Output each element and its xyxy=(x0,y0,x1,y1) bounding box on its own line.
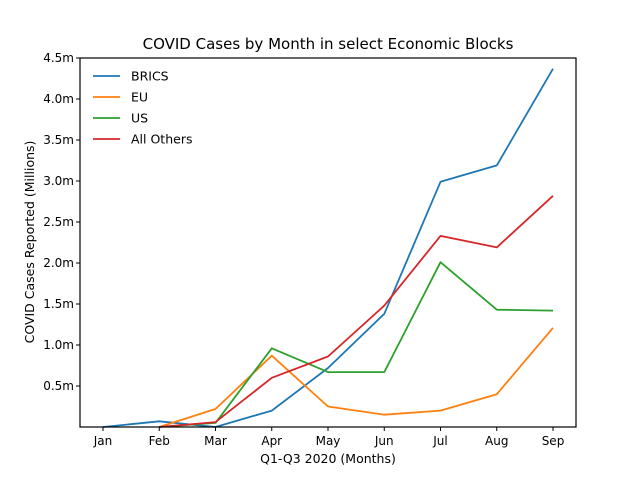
x-tick-label: Jan xyxy=(93,434,113,448)
x-tick-label: Jun xyxy=(374,434,394,448)
x-tick-label: Jul xyxy=(432,434,447,448)
y-tick-label: 3.0m xyxy=(43,174,74,188)
legend-label-us: US xyxy=(131,111,148,126)
legend: BRICS EU US All Others xyxy=(93,69,192,147)
y-tick-label: 1.0m xyxy=(43,338,74,352)
x-tick-label: Feb xyxy=(149,434,170,448)
series-line-brics xyxy=(102,68,554,428)
y-tick-label: 0.5m xyxy=(43,379,74,393)
legend-label-brics: BRICS xyxy=(131,69,169,84)
y-tick-label: 1.5m xyxy=(43,297,74,311)
y-tick-label: 4.5m xyxy=(43,51,74,65)
chart-title: COVID Cases by Month in select Economic … xyxy=(143,35,514,53)
plot-frame xyxy=(79,57,577,428)
y-tick-label: 2.0m xyxy=(43,256,74,270)
series-line-eu xyxy=(159,327,554,428)
x-tick-label: May xyxy=(316,434,341,448)
series-line-all-others xyxy=(159,195,554,428)
ticks-layer: Jan Feb Mar Apr May Jun Jul Aug Sep 0.5m 1.0m 1.5m 2… xyxy=(43,51,564,448)
y-tick-label: 4.0m xyxy=(43,92,74,106)
y-tick-label: 2.5m xyxy=(43,215,74,229)
x-tick-label: Mar xyxy=(204,434,227,448)
x-tick-label: Apr xyxy=(261,434,282,448)
y-tick-label: 3.5m xyxy=(43,133,74,147)
legend-label-eu: EU xyxy=(131,90,148,105)
series-layer xyxy=(102,68,554,428)
y-axis-label: COVID Cases Reported (Millions) xyxy=(22,141,37,344)
x-tick-label: Aug xyxy=(485,434,508,448)
x-axis-label: Q1-Q3 2020 (Months) xyxy=(260,451,396,466)
series-line-us xyxy=(159,261,554,428)
x-tick-label: Sep xyxy=(542,434,565,448)
legend-label-all-others: All Others xyxy=(131,132,192,147)
